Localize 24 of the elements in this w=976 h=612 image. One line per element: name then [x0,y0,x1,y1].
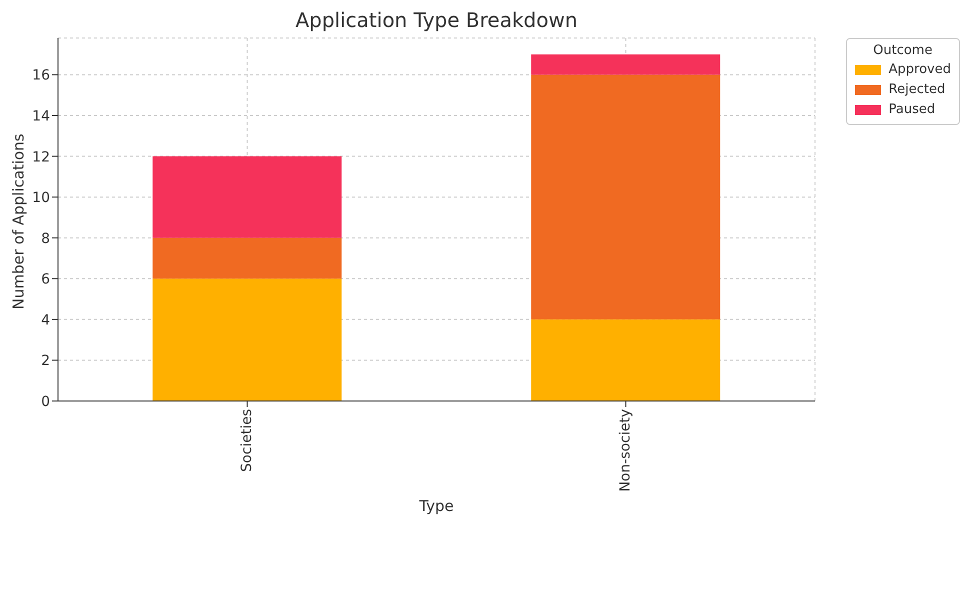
chart-title: Application Type Breakdown [294,8,578,32]
bar [531,54,720,75]
y-tick-label: 0 [41,394,50,410]
y-axis-title: Number of Applications [9,133,28,310]
legend-label: Rejected [888,81,946,99]
y-tick-label: 6 [41,272,50,288]
y-tick-label: 16 [32,68,50,84]
y-tick-label: 12 [32,149,50,166]
y-tick-label: 4 [41,312,50,328]
x-tick-label: Non-society [618,409,634,492]
y-tick-label: 2 [41,353,50,370]
bar [152,278,342,401]
legend-label: Paused [888,101,936,119]
bar [531,74,720,320]
bar [531,319,720,401]
y-tick-label: 10 [32,190,50,206]
bar [152,156,342,238]
bar [152,238,342,279]
legend-title: Outcome [872,43,934,58]
y-tick-label: 8 [41,230,50,247]
x-tick-label: Societies [239,409,256,472]
y-tick-label: 14 [32,108,50,124]
x-axis-title: Type [418,497,454,515]
legend-label: Approved [888,61,951,79]
